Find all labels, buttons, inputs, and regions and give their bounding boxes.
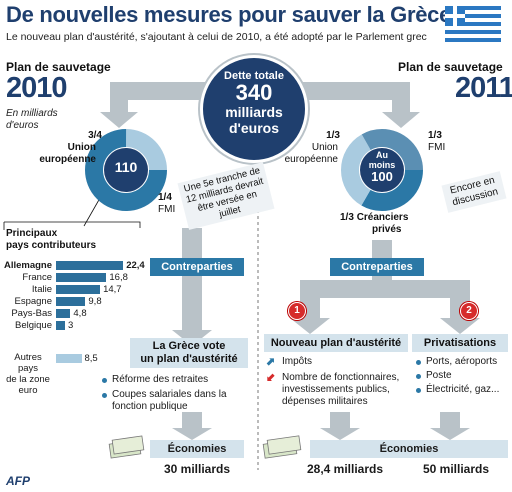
contributor-name: Allemagne [3, 260, 52, 271]
money-icon-right [262, 435, 302, 459]
contributor-value: 22,4 [126, 260, 145, 271]
contributor-name: Espagne [14, 296, 52, 307]
contributor-bar [56, 273, 107, 282]
page-subtitle: Le nouveau plan d'austérité, s'ajoutant … [6, 31, 427, 43]
contributors-chart: Allemagne 22,4 France 16,8 Italie 14,7 Espagne… [3, 260, 145, 396]
total-debt-circle: Dette totale 340 milliards d'euros [200, 55, 308, 163]
debt-line2: 340 [235, 80, 273, 105]
plan-2010-fmi: 1/4 FMI [158, 192, 176, 215]
plan-2011-label: Plan de sauvetage [398, 60, 503, 74]
plan-2011-private: 1/3 Créanciers [340, 212, 409, 223]
privatisation-item-1: Ports, aéroports [414, 356, 510, 368]
afp-logo: AFP [6, 474, 30, 488]
greek-flag-icon [445, 6, 501, 42]
plan-2011-year: 2011 [455, 72, 512, 104]
contributor-name: Italie [31, 284, 52, 295]
contributor-name: Belgique [15, 320, 52, 331]
left-bullet-2: Coupes salariales dans la fonction publi… [100, 389, 250, 413]
plan-2010-label: Plan de sauvetage [6, 60, 111, 74]
step-2-badge: 2 [460, 302, 478, 320]
right-amount-2: 50 milliards [422, 462, 490, 476]
contributor-bar [56, 321, 65, 330]
left-economies: Économies [150, 440, 244, 458]
right-amount-1: 28,4 milliards [306, 462, 384, 476]
contributor-row: Italie 14,7 [4, 284, 134, 295]
unit-label: En milliards d'euros [6, 108, 58, 131]
contributor-value: 16,8 [109, 272, 128, 283]
contributor-row: France 16,8 [4, 272, 134, 283]
left-bullets: Réforme des retraites Coupes salariales … [100, 374, 250, 413]
taxes-item: ⬈ Impôts [266, 356, 313, 368]
plan-2011-total: Au moins 100 [368, 150, 396, 184]
right-box1-items: ⬈ Impôts ⬋ Nombre de fonctionnaires, inv… [266, 356, 410, 408]
right-box2-items: Ports, aéroports Poste Électricité, gaz.… [414, 356, 510, 396]
debt-line3: milliards [225, 104, 283, 120]
contributor-bar [56, 261, 124, 270]
contributor-row: Allemagne 22,4 [3, 260, 145, 271]
privatisation-item-3: Électricité, gaz... [414, 384, 510, 396]
plan-2010-ue: 3/4 [88, 130, 102, 141]
contributor-row: Pays-Bas 4,8 [4, 308, 134, 319]
plan-2011-fmi: 1/3 FMI [428, 130, 446, 153]
contributor-value: 3 [68, 320, 74, 331]
plan-2010-year: 2010 [6, 72, 68, 104]
others-value: 8,5 [84, 353, 98, 364]
page-title: De nouvelles mesures pour sauver la Grèc… [6, 2, 452, 27]
right-box2-title: Privatisations [412, 334, 508, 352]
plan-2011-donut [341, 129, 423, 211]
arrow-up-icon: ⬈ [266, 356, 276, 368]
right-box1-title: Nouveau plan d'austérité [264, 334, 408, 352]
step-1-badge: 1 [288, 302, 306, 320]
privatisation-item-2: Poste [414, 370, 510, 382]
contributor-name: France [22, 272, 52, 283]
others-label: Autres pays de la zone euro [6, 352, 50, 396]
contributor-name: Pays-Bas [11, 308, 52, 319]
right-economies: Économies [310, 440, 508, 458]
arrow-down-icon: ⬋ [266, 372, 276, 384]
plan-2010-total: 110 [114, 159, 138, 175]
debt-line1: Dette totale [224, 70, 284, 82]
contreparties-right: Contreparties [330, 258, 424, 276]
contributors-title: Principaux pays contributeurs [6, 228, 97, 251]
contributor-value: 14,7 [103, 284, 122, 295]
plan-2011-ue: 1/3 [326, 130, 340, 141]
left-bullet-1: Réforme des retraites [100, 374, 250, 386]
contributor-bar [56, 297, 86, 306]
left-amount: 30 milliards [163, 462, 231, 476]
money-icon [108, 435, 145, 459]
contributor-value: 9,8 [88, 296, 102, 307]
plan-2010-ue-label: Union européenne [39, 142, 96, 165]
contributor-row: Belgique 3 [4, 320, 134, 331]
contreparties-left: Contreparties [150, 258, 244, 276]
contributor-bar [56, 285, 101, 294]
left-box-title: La Grèce vote un plan d'austérité [130, 338, 248, 368]
contributor-bar [56, 309, 71, 318]
cuts-item: ⬋ Nombre de fonctionnaires, investisseme… [266, 372, 400, 407]
contributor-row: Espagne 9,8 [4, 296, 134, 307]
debt-line4: d'euros [228, 120, 279, 136]
plan-2011-ue-label: Union européenne [284, 142, 338, 165]
plan-2011-private-line2: privés [372, 224, 402, 235]
plan-2010-donut [85, 129, 167, 211]
contributor-value: 4,8 [73, 308, 87, 319]
others-bar [56, 354, 82, 363]
